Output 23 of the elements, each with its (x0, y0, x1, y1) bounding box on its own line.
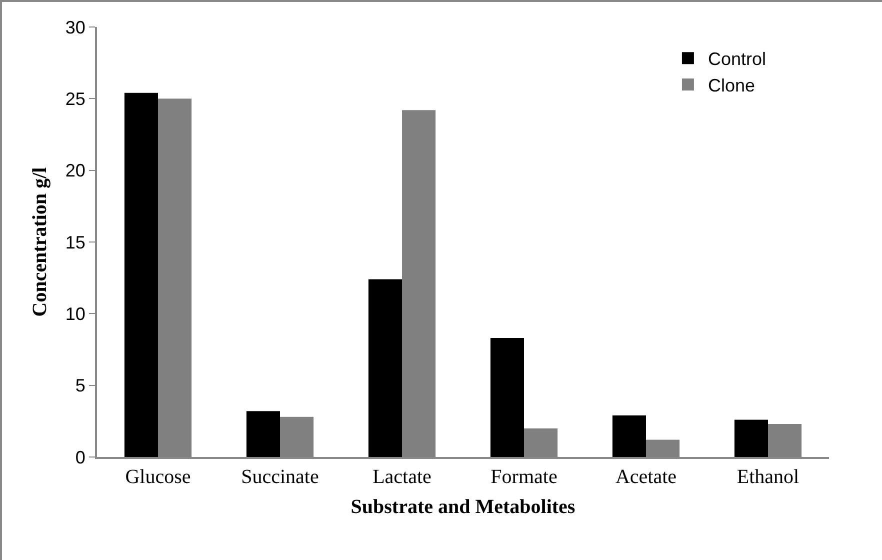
x-tick-label: Glucose (125, 466, 191, 488)
y-tick-label: 0 (75, 447, 86, 468)
bar (490, 338, 524, 457)
y-axis-title: Concentration g/l (29, 166, 51, 317)
bar (368, 279, 402, 457)
y-tick-label: 30 (65, 17, 86, 38)
x-tick-label: Lactate (372, 466, 432, 488)
y-tick-label: 25 (65, 88, 86, 109)
y-tick-label: 15 (65, 232, 86, 252)
y-tick-label: 20 (65, 160, 86, 181)
x-tick-label: Acetate (615, 466, 677, 488)
legend-label: Clone (708, 76, 755, 96)
bar (246, 411, 280, 457)
bar (124, 92, 158, 457)
x-tick-label: Formate (490, 466, 558, 488)
bar (734, 420, 768, 457)
x-tick-label: Ethanol (736, 466, 800, 488)
x-axis-title: Substrate and Metabolites (350, 496, 576, 518)
y-tick-label: 5 (75, 376, 86, 396)
bar (612, 415, 646, 457)
x-tick-label: Succinate (241, 466, 319, 488)
y-tick-label: 10 (65, 304, 86, 324)
legend-label: Control (708, 49, 766, 70)
